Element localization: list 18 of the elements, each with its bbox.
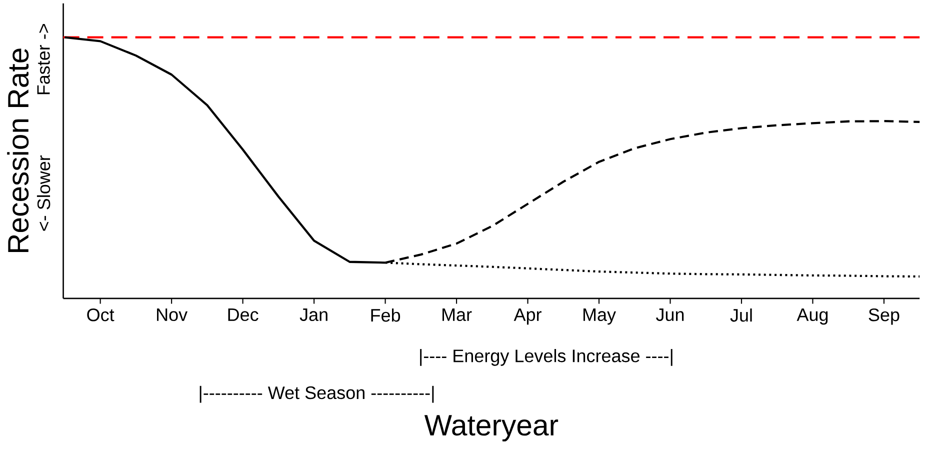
x-tick-label: Jul [730,308,752,322]
x-tick-label: Feb [371,308,400,322]
x-tick-label: Jun [656,308,684,322]
x-tick-label: Jan [300,308,328,322]
y-axis-title: Recession Rate [7,48,29,252]
x-axis-title: Wateryear [424,415,558,442]
x-tick-label: Sep [868,308,900,326]
x-tick-label: Aug [796,308,828,325]
text: |---- Energy Levels Increase ----| [420,349,672,366]
x-tick-label: Mar [442,308,472,322]
x-tick-label: Dec [228,308,258,322]
x-tick-label: Oct [87,308,114,322]
x-tick-label: May [583,308,616,325]
text: <- Slower [36,156,50,232]
text: |---------- Wet Season ----------| [200,386,434,403]
text: Faster -> [37,24,50,94]
x-tick-label: Apr [514,308,542,325]
x-tick-label: Nov [157,308,188,322]
